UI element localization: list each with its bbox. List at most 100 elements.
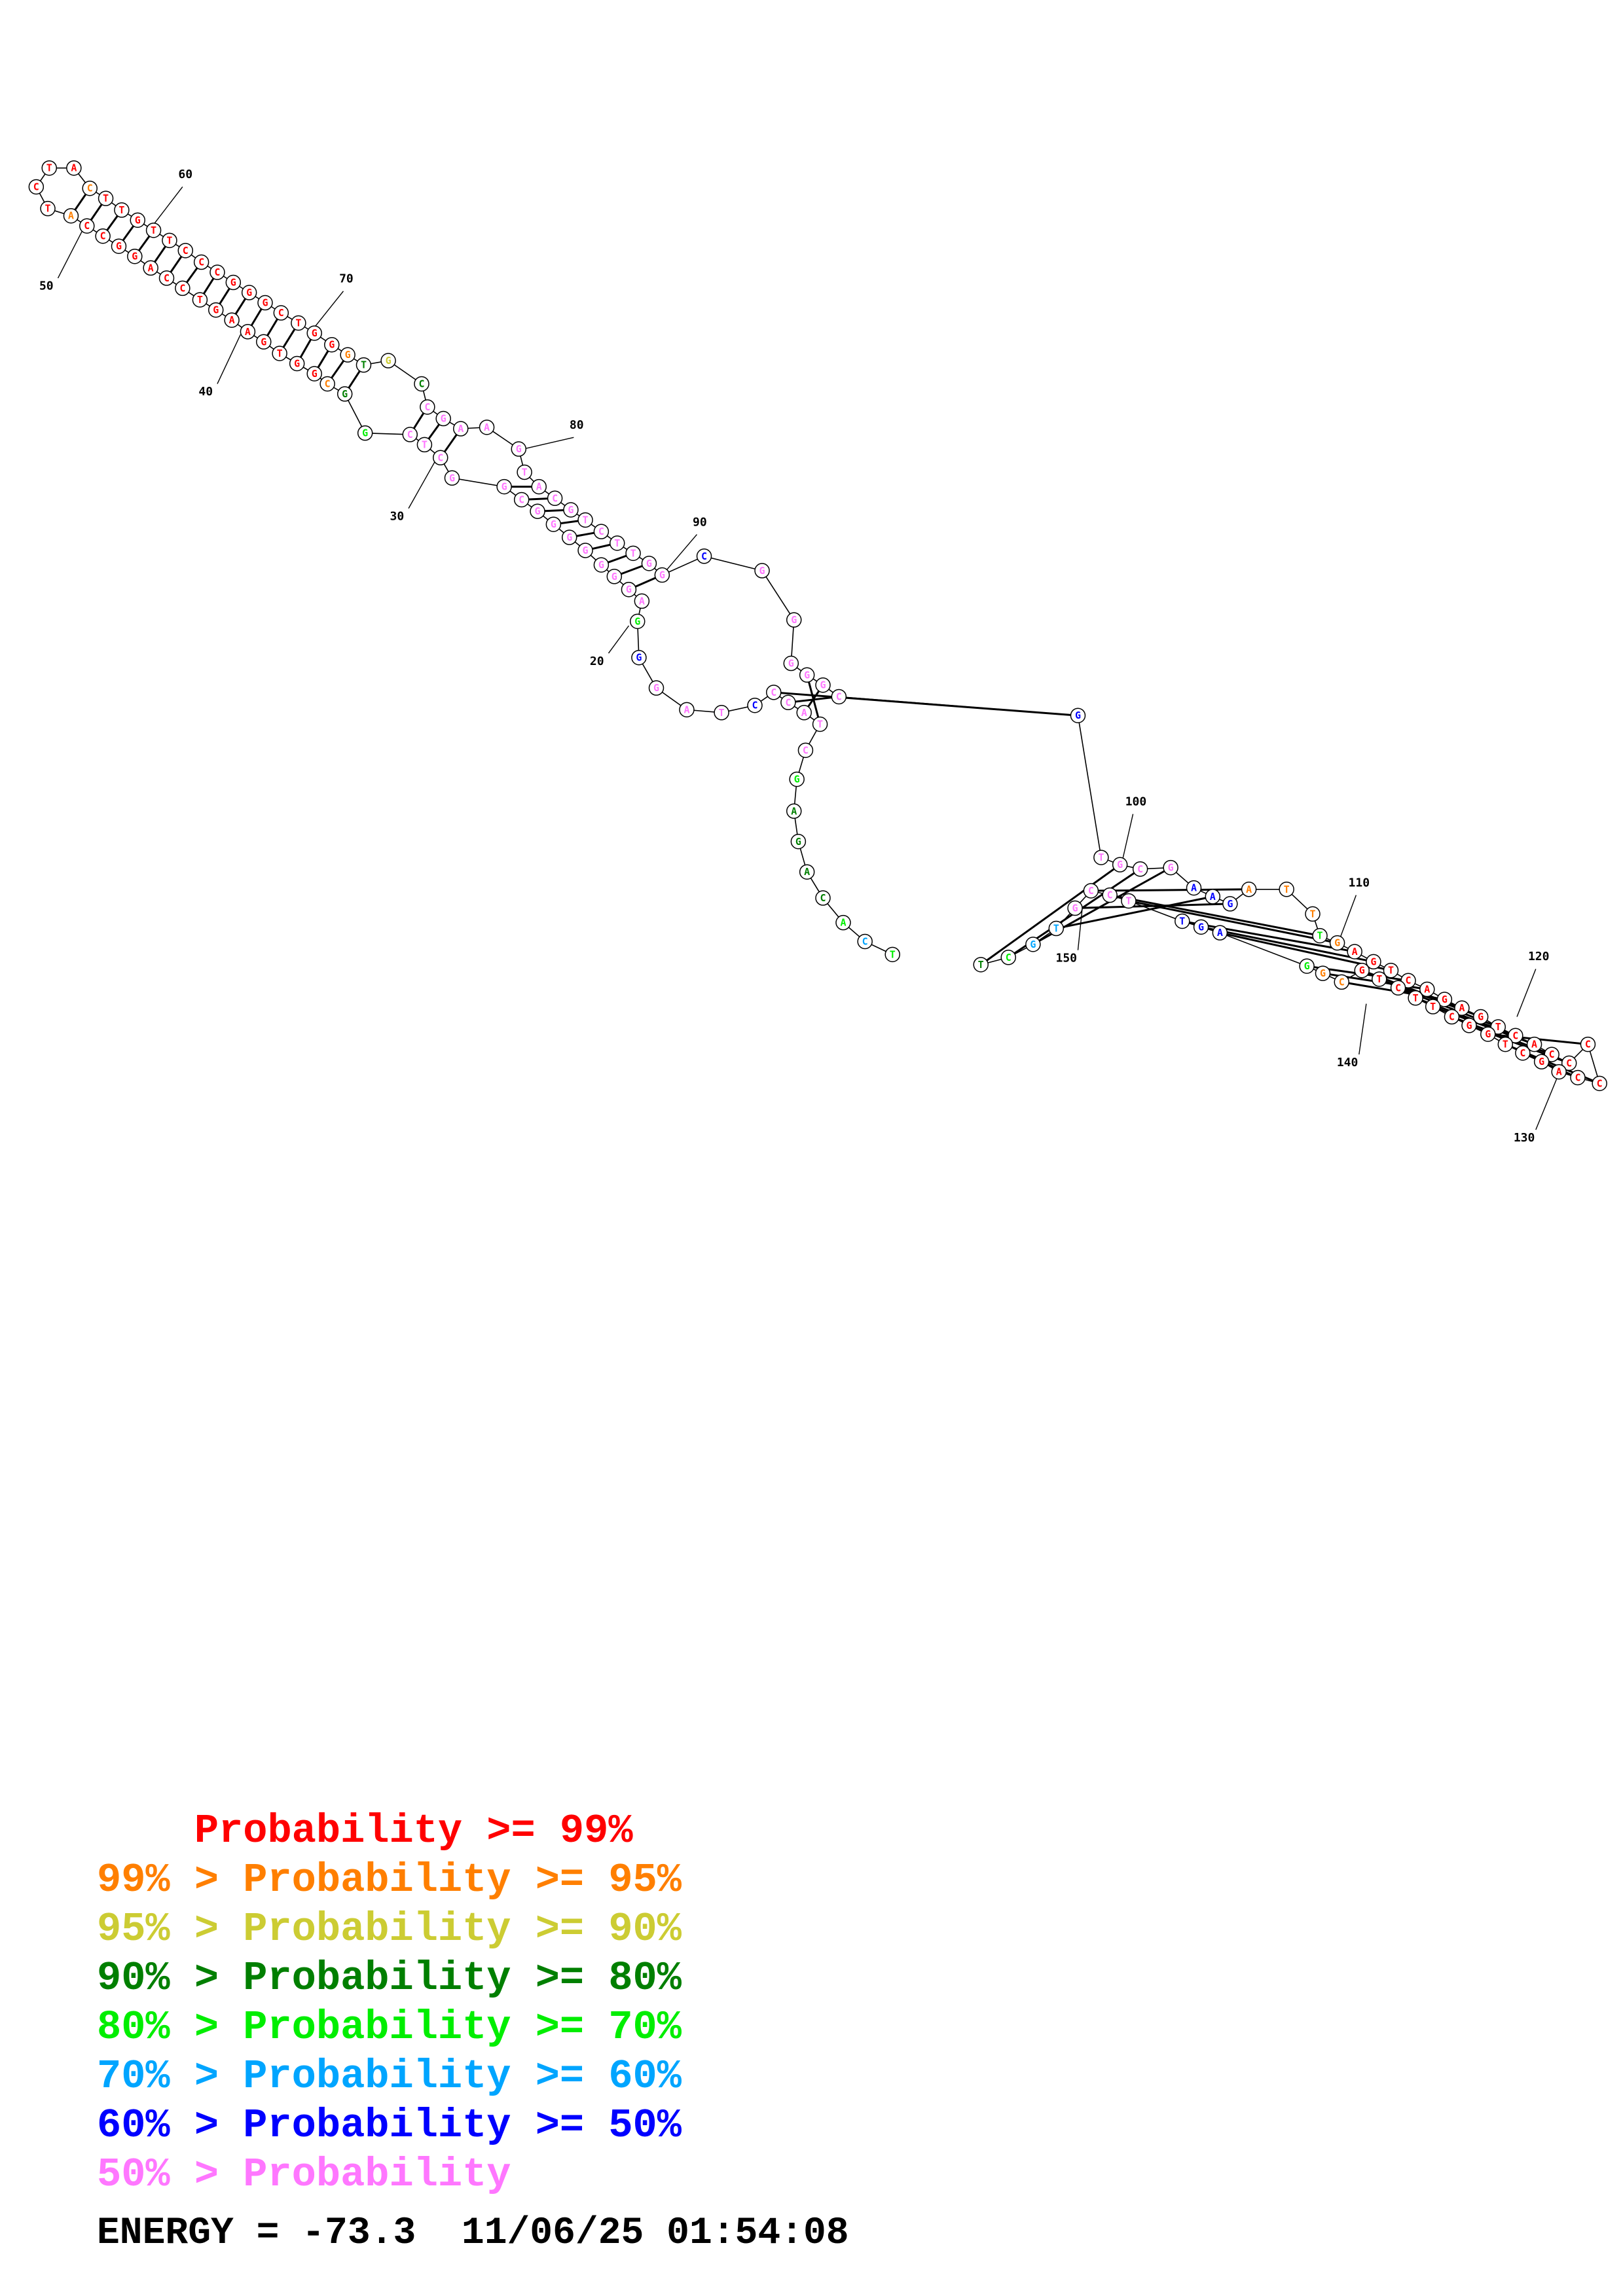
nucleotide: A — [835, 914, 851, 931]
nucleotide: G — [306, 325, 322, 341]
nucleotide-circle — [1305, 906, 1321, 922]
nucleotide-circle — [1551, 1064, 1567, 1080]
nucleotide: A — [1551, 1064, 1567, 1080]
nucleotide: C — [433, 450, 448, 466]
nucleotide-circle — [1508, 1028, 1523, 1044]
base-pair — [1128, 900, 1338, 944]
legend-prefix: 95% > — [97, 1906, 244, 1952]
nucleotide-circle — [634, 593, 650, 609]
nucleotide-circle — [1212, 925, 1228, 941]
nucleotide: G — [208, 302, 224, 318]
nucleotide-circle — [1461, 1018, 1477, 1033]
legend-prefix: 60% > — [97, 2102, 244, 2149]
base-pair — [980, 863, 1121, 966]
nucleotide-letter: G — [329, 339, 335, 351]
nucleotide: A — [1526, 1036, 1542, 1052]
nucleotide: G — [1067, 900, 1083, 916]
nucleotide: C — [1580, 1036, 1596, 1052]
nucleotide-circle — [609, 535, 625, 551]
nucleotide-circle — [1366, 954, 1381, 970]
nucleotide: G — [511, 441, 527, 457]
nucleotide-circle — [812, 716, 828, 732]
nucleotide: T — [272, 346, 287, 361]
nucleotide-letter: A — [791, 805, 797, 817]
legend-text: Probability — [243, 2151, 511, 2198]
nucleotide-letter: T — [1284, 884, 1290, 895]
nucleotide-letter: T — [422, 439, 428, 450]
probability-legend: Probability >= 99% 99% > Probability >= 9… — [97, 1806, 682, 2199]
nucleotide: T — [1121, 893, 1137, 909]
nucleotide-circle — [765, 685, 782, 700]
nucleotide-letter: T — [151, 224, 156, 236]
nucleotide-circle — [577, 543, 593, 558]
nucleotide-circle — [884, 946, 900, 963]
nucleotide-circle — [1083, 883, 1099, 899]
nucleotide-letter: G — [449, 472, 455, 484]
nucleotide-letter: T — [1430, 1001, 1436, 1013]
base-pair — [1182, 920, 1355, 953]
tick-line — [153, 187, 183, 225]
nucleotide-circle — [1454, 1000, 1470, 1016]
nucleotide-letter: G — [1075, 709, 1081, 721]
nucleotide-letter: C — [803, 744, 809, 756]
nucleotide-letter: A — [1424, 983, 1430, 995]
nucleotide-circle — [433, 450, 448, 466]
nucleotide-letter: G — [1168, 862, 1174, 874]
nucleotide-letter: T — [1503, 1039, 1508, 1050]
nucleotide: C — [273, 305, 289, 321]
nucleotide-letter: G — [345, 349, 351, 361]
nucleotide-letter: C — [785, 696, 791, 708]
nucleotide-letter: C — [1107, 889, 1113, 901]
nucleotide: G — [530, 503, 545, 519]
nucleotide-circle — [291, 315, 306, 331]
nucleotide-circle — [319, 376, 335, 392]
nucleotide-letter: C — [164, 272, 170, 284]
nucleotide-circle — [606, 569, 623, 584]
nucleotide-letter: T — [522, 466, 528, 478]
nucleotide-letter: C — [1520, 1047, 1525, 1059]
nucleotide: G — [1163, 859, 1178, 876]
nucleotide-letter: T — [817, 719, 823, 730]
nucleotide: C — [513, 492, 530, 508]
nucleotide-letter: C — [424, 401, 430, 413]
legend-row: 60% > Probability >= 50% — [97, 2101, 682, 2150]
nucleotide-circle — [1186, 880, 1202, 896]
nucleotide: A — [63, 207, 79, 224]
nucleotide-letter: G — [759, 565, 765, 577]
nucleotide-letter: A — [684, 704, 689, 715]
nucleotide-letter: T — [614, 537, 620, 549]
nucleotide: A — [224, 312, 240, 328]
nucleotide-circle — [79, 218, 95, 234]
nucleotide-letter: A — [148, 262, 154, 274]
nucleotide-circle — [714, 705, 729, 721]
nucleotide-circle — [547, 490, 563, 507]
nucleotide: A — [1212, 925, 1228, 941]
nucleotide-letter: T — [719, 707, 725, 719]
nucleotide: T — [145, 223, 162, 238]
nucleotide-circle — [1408, 990, 1423, 1006]
nucleotide: A — [679, 702, 695, 718]
nucleotide-circle — [1383, 962, 1399, 978]
nucleotide-letter: G — [261, 336, 266, 348]
nucleotide-circle — [815, 677, 831, 693]
nucleotide-letter: G — [820, 679, 826, 691]
nucleotide-circle — [629, 613, 646, 630]
nucleotide: G — [1193, 919, 1209, 935]
nucleotide-circle — [452, 421, 469, 437]
nucleotide: C — [414, 376, 429, 392]
nucleotide-circle — [257, 295, 273, 311]
nucleotide-circle — [1067, 900, 1083, 916]
nucleotide: G — [225, 274, 242, 291]
nucleotide-circle — [831, 689, 847, 705]
legend-text: Probability >= 99% — [194, 1808, 633, 1854]
nucleotide: G — [545, 516, 562, 532]
nucleotide: C — [1570, 1069, 1586, 1086]
nucleotide-circle — [420, 399, 435, 415]
legend-prefix — [97, 1808, 194, 1854]
base-pair — [1522, 1052, 1578, 1079]
nucleotide-circle — [111, 238, 127, 254]
nucleotide: C — [1083, 883, 1099, 899]
nucleotide-letter: G — [1370, 956, 1376, 967]
legend-text: Probability >= 50% — [243, 2102, 682, 2149]
nucleotide-circle — [696, 548, 712, 564]
